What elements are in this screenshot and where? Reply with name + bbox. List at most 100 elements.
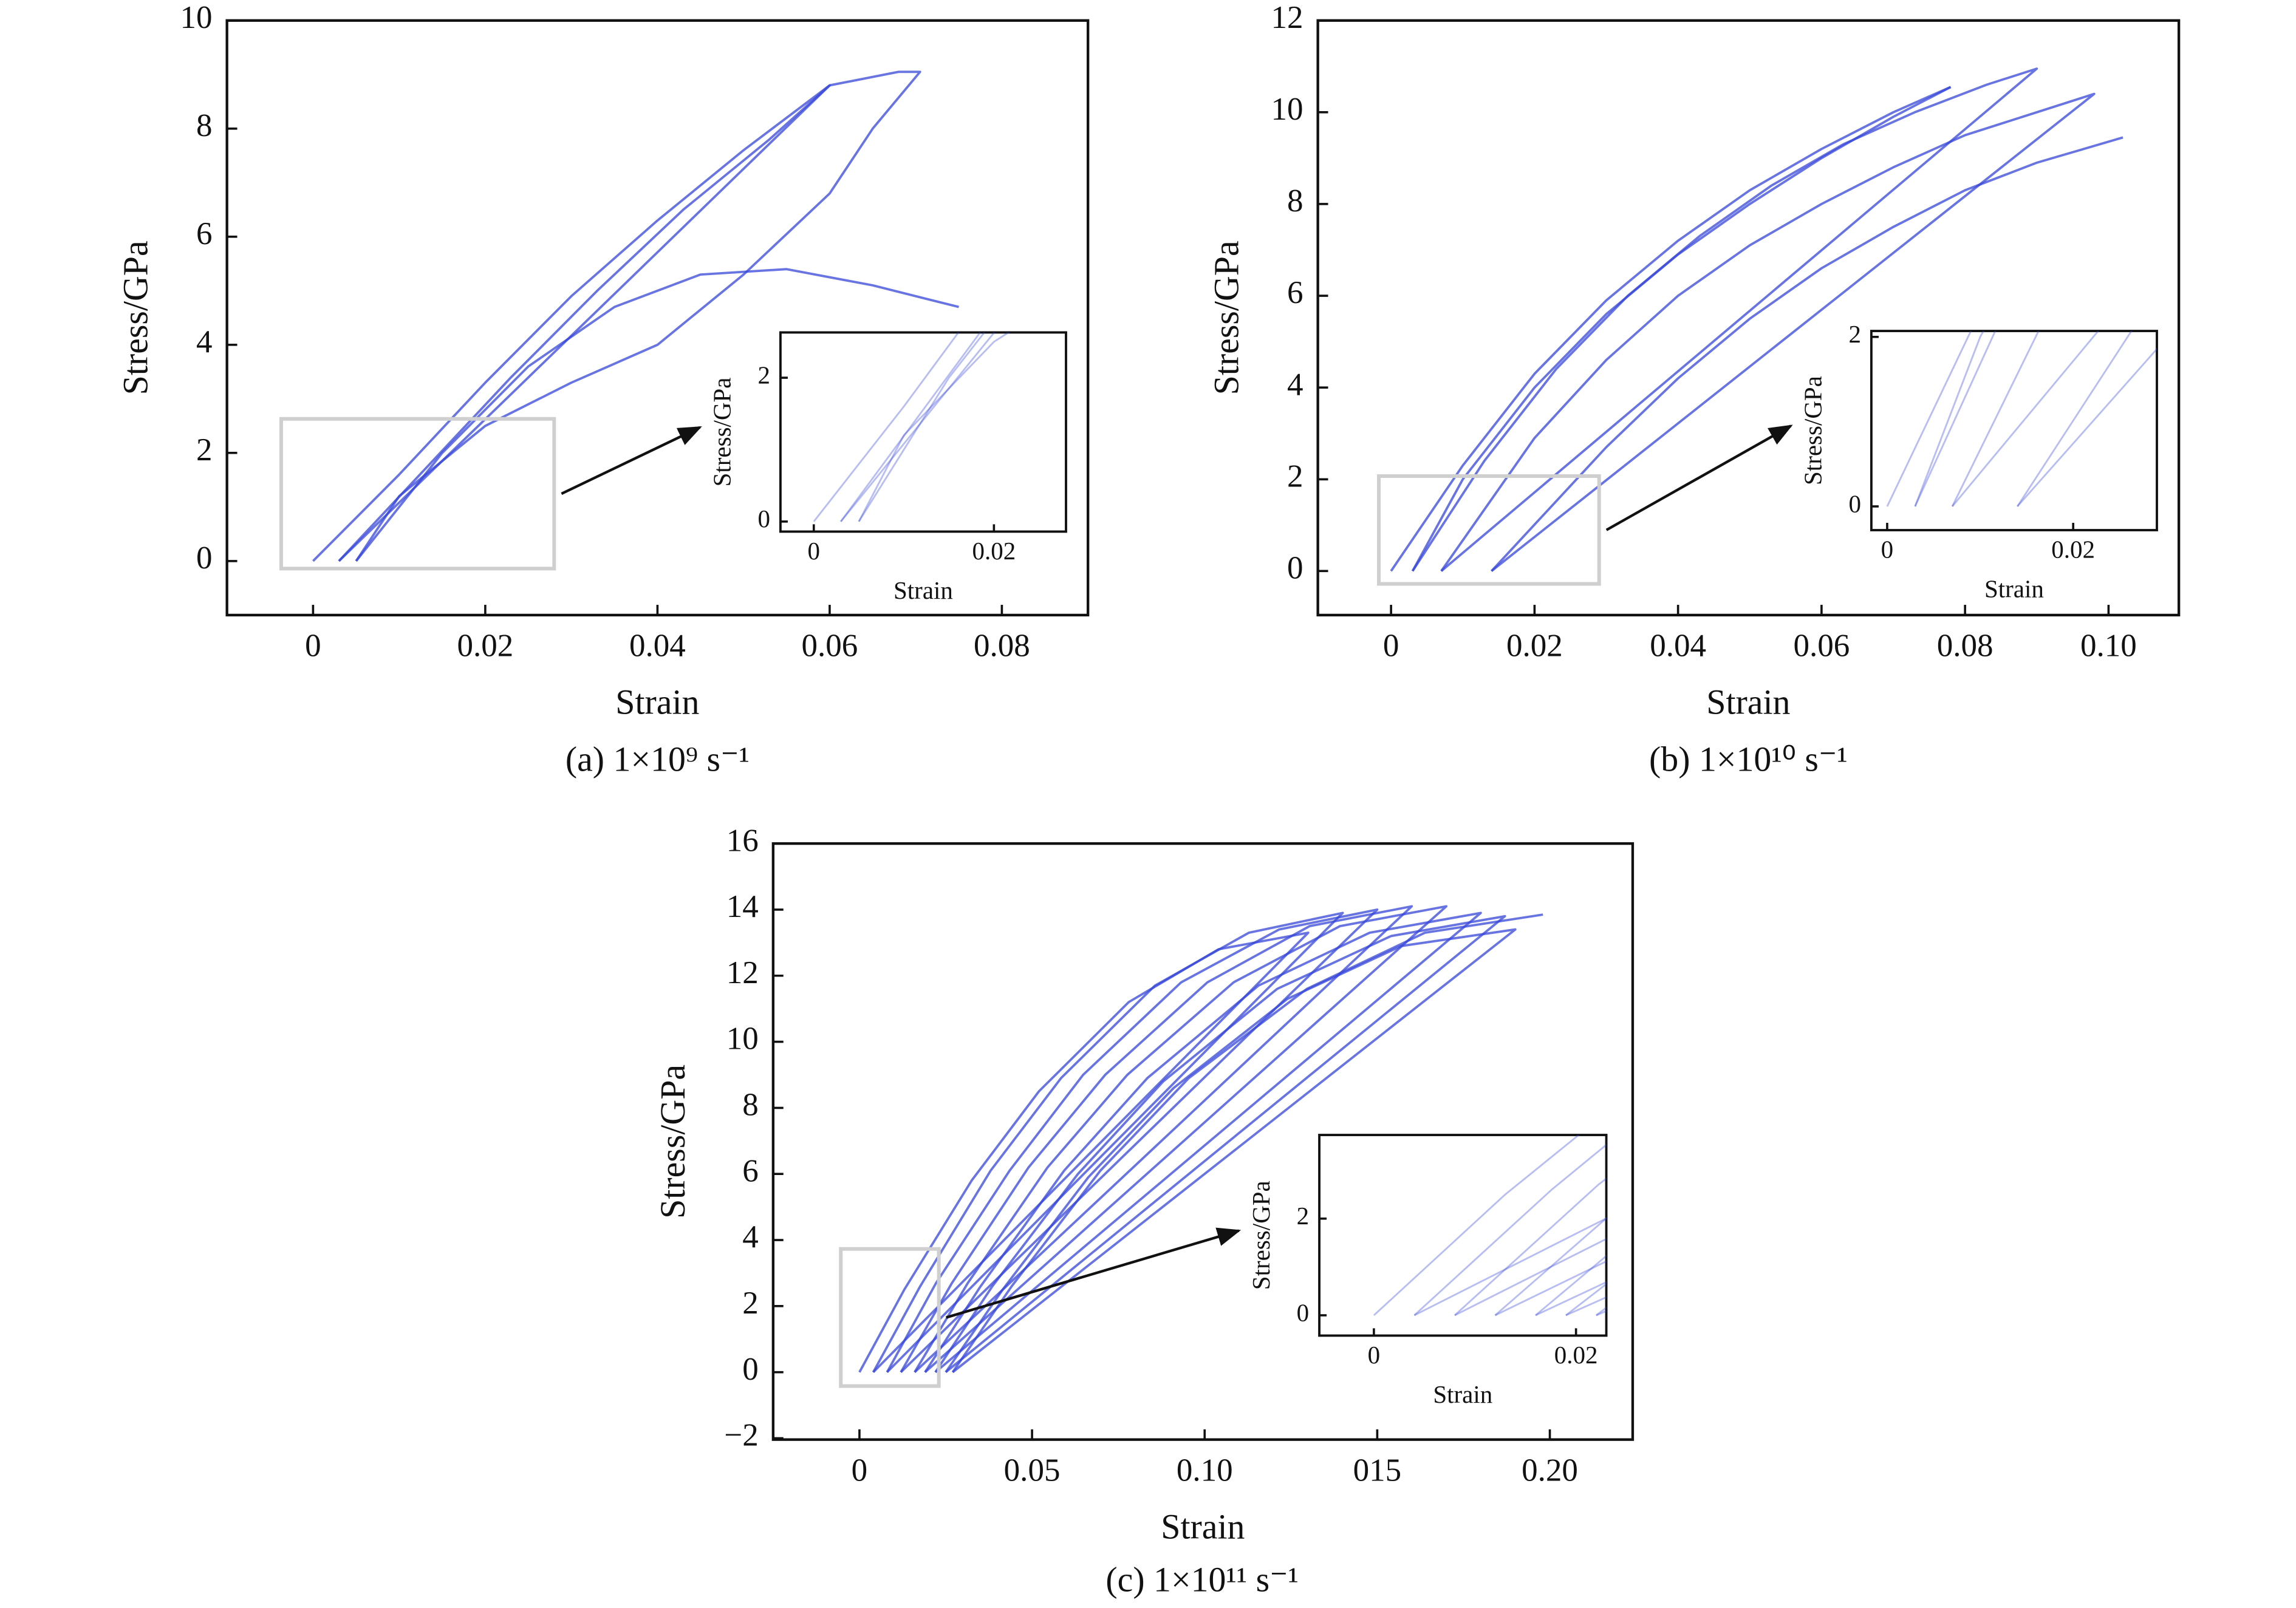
stress-strain-curve (840, 332, 982, 522)
stress-strain-curve (1440, 92, 2096, 572)
x-tick-label: 0 (808, 537, 820, 565)
x-tick-label: 0.04 (629, 629, 686, 664)
y-tick-label: 2 (1849, 320, 1861, 348)
stress-strain-curve (872, 911, 1344, 1374)
panel-title: (c) 1×10¹¹ s⁻¹ (1105, 1559, 1299, 1599)
zoom-arrow (1605, 424, 1793, 531)
series-group (312, 70, 960, 562)
x-tick-label: 0.02 (1506, 629, 1563, 664)
inset-y-label: Stress/GPa (708, 377, 736, 486)
x-axis-label: Strain (615, 683, 699, 722)
x-tick-label: 0.08 (1937, 629, 1994, 664)
y-tick-label: 2 (1297, 1202, 1309, 1230)
x-tick-label: 0.06 (1793, 629, 1850, 664)
y-tick-label: 10 (726, 1021, 759, 1057)
stress-strain-curve (312, 84, 831, 562)
x-tick-label: 0.05 (1004, 1453, 1061, 1488)
stress-strain-curve (1390, 86, 1952, 572)
stress-strain-curve (924, 911, 1482, 1374)
stress-strain-curve (951, 913, 1543, 1373)
y-tick-label: 0 (758, 505, 770, 533)
inset-x-label: Strain (893, 576, 953, 604)
x-tick-label: 0 (1383, 629, 1399, 664)
inset-frame (1318, 1134, 1608, 1337)
x-tick-label: 0 (1368, 1341, 1380, 1369)
zoom-region (279, 417, 556, 571)
y-tick-label: 4 (196, 324, 213, 359)
x-tick-label: 0.02 (2051, 536, 2095, 564)
panel-title: (a) 1×10⁹ s⁻¹ (565, 740, 750, 779)
zoom-arrow (946, 1227, 1242, 1319)
y-tick-label: 8 (1287, 183, 1303, 219)
y-tick-label: 8 (196, 108, 213, 143)
x-axis-label: Strain (1161, 1507, 1245, 1546)
y-tick-label: 16 (726, 823, 759, 858)
stress-strain-curve (858, 332, 986, 522)
y-tick-label: 12 (726, 955, 759, 990)
y-tick-label: 6 (1287, 275, 1303, 310)
y-tick-label: 0 (1849, 489, 1861, 517)
y-tick-label: 8 (742, 1088, 759, 1123)
x-axis-label: Strain (1706, 683, 1790, 722)
x-tick-label: 0.02 (457, 629, 514, 664)
zoom-region (1377, 474, 1601, 586)
y-tick-label: 0 (1287, 551, 1303, 586)
x-tick-label: 0 (305, 629, 321, 664)
series-group (813, 332, 1011, 522)
x-tick-label: 0 (1881, 536, 1893, 564)
x-tick-label: 0.02 (972, 537, 1016, 565)
y-tick-label: 2 (1287, 458, 1303, 494)
y-tick-label: 6 (196, 216, 213, 251)
y-tick-label: 12 (1271, 0, 1303, 35)
y-tick-label: 10 (180, 0, 213, 35)
series-group (1390, 67, 2123, 572)
stress-strain-curve (1413, 1143, 1607, 1317)
inset-y-label: Stress/GPa (1799, 376, 1827, 485)
panel-title: (b) 1×10¹⁰ s⁻¹ (1649, 740, 1848, 779)
y-tick-label: 6 (742, 1153, 759, 1188)
stress-strain-curve (934, 915, 1506, 1374)
y-tick-label: 0 (742, 1352, 759, 1387)
zoom-region (839, 1247, 941, 1388)
y-tick-label: 14 (726, 889, 759, 924)
x-tick-label: 0.20 (1522, 1453, 1578, 1488)
x-tick-label: 0.08 (974, 629, 1030, 664)
x-tick-label: 0.10 (1177, 1453, 1233, 1488)
zoom-arrow (561, 426, 702, 496)
stress-strain-curve (886, 908, 1379, 1374)
inset-frame (779, 331, 1067, 533)
x-tick-label: 0.02 (1554, 1341, 1598, 1369)
y-tick-label: 10 (1271, 92, 1303, 127)
stress-strain-curve (355, 70, 921, 562)
y-tick-label: 4 (742, 1219, 759, 1255)
stress-strain-curve (914, 905, 1447, 1374)
y-tick-label: 4 (1287, 367, 1303, 402)
y-tick-label: 0 (196, 540, 213, 576)
y-axis-label: Stress/GPa (653, 1065, 692, 1219)
stress-strain-curve (1373, 1135, 1607, 1317)
stress-strain-curve (945, 928, 1517, 1374)
series-group (858, 905, 1543, 1374)
y-tick-label: −2 (724, 1418, 758, 1453)
series-group (1373, 1135, 1607, 1317)
x-tick-label: 0.10 (2080, 629, 2137, 664)
inset-y-label: Stress/GPa (1247, 1180, 1275, 1290)
y-tick-label: 2 (758, 361, 770, 389)
stress-strain-curve (1491, 136, 2123, 572)
stress-strain-curve (858, 332, 1011, 522)
y-axis-label: Stress/GPa (1206, 240, 1246, 395)
stress-strain-curve (1535, 1255, 1607, 1317)
y-axis-label: Stress/GPa (115, 240, 155, 395)
stress-strain-curve (1411, 67, 2038, 572)
x-tick-label: 0.06 (802, 629, 858, 664)
inset-x-label: Strain (1984, 575, 2044, 603)
y-tick-label: 2 (742, 1286, 759, 1321)
stress-strain-curve (900, 905, 1413, 1374)
x-tick-label: 0.04 (1650, 629, 1706, 664)
stress-strain-curve (355, 268, 960, 562)
y-tick-label: 2 (196, 432, 213, 468)
y-tick-label: 0 (1297, 1298, 1309, 1326)
